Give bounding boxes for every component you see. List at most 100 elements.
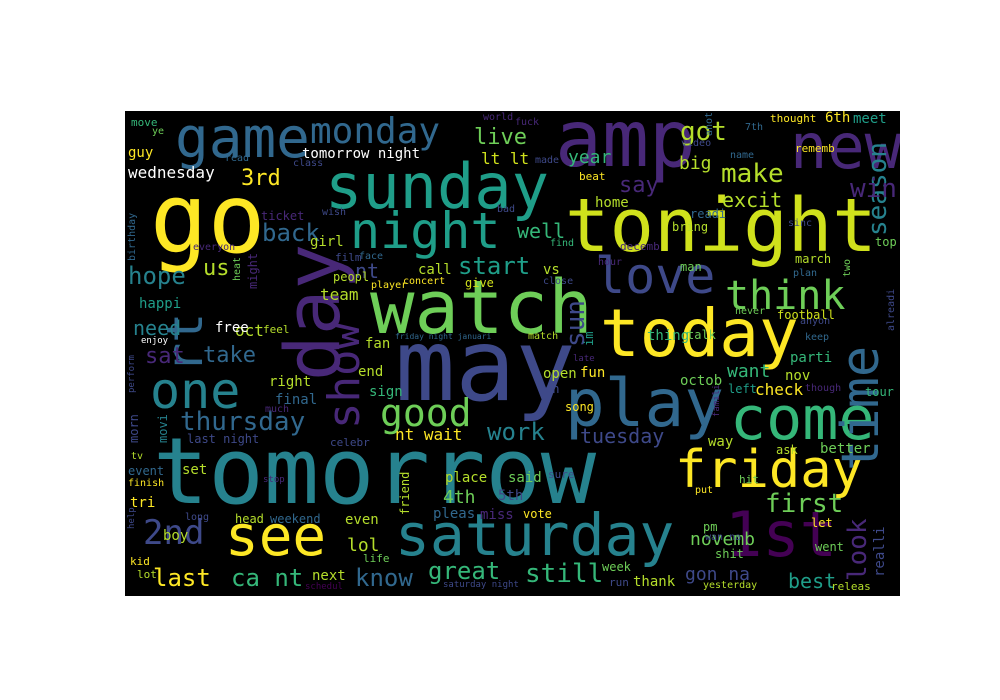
word-sign: sign xyxy=(369,384,403,400)
word-thank: thank xyxy=(633,574,676,590)
word-yesterday: yesterday xyxy=(703,580,758,591)
word-even: even xyxy=(345,512,379,528)
word-match: match xyxy=(528,331,559,342)
word-top: top xyxy=(875,235,897,249)
word-player: player xyxy=(371,280,408,291)
word-man: man xyxy=(680,260,702,274)
word-night: night xyxy=(350,202,501,260)
word-anyon: anyon xyxy=(800,316,831,327)
word-big: big xyxy=(679,153,712,174)
word-free: free xyxy=(215,320,249,336)
word-head: head xyxy=(235,512,264,526)
word-game: game xyxy=(175,111,310,171)
word-see: see xyxy=(225,504,327,569)
word-open: open xyxy=(543,366,577,382)
word-said: said xyxy=(508,470,542,486)
word-though: though xyxy=(805,383,842,394)
word-wednesday: wednesday xyxy=(128,163,215,182)
word-pm: pm xyxy=(703,520,718,534)
word-live: live xyxy=(474,125,527,150)
word-event: event xyxy=(128,464,165,478)
word-7th: 7th xyxy=(745,122,764,133)
word-tonight: tonight xyxy=(565,183,877,269)
word-vote: vote xyxy=(523,507,552,521)
word-still: still xyxy=(525,559,604,589)
word-go: go xyxy=(150,163,266,275)
word-shit: shit xyxy=(715,547,744,561)
word-realli: realli xyxy=(872,526,888,577)
word-find: find xyxy=(550,238,575,249)
word-sinc: sinc xyxy=(788,218,813,229)
word-look: look xyxy=(843,518,873,581)
word-releas: releas xyxy=(831,580,871,593)
word-make: make xyxy=(721,159,784,189)
word-everyon: everyon xyxy=(193,242,236,253)
word-girl: girl xyxy=(310,234,344,250)
word-sunday: sunday xyxy=(325,150,549,223)
word-next: next xyxy=(312,568,346,584)
word-5th: 5th xyxy=(498,488,524,504)
word-last: last xyxy=(153,564,211,592)
word-guy: guy xyxy=(128,145,154,161)
word-come: come xyxy=(730,384,875,454)
word-put: put xyxy=(695,485,714,496)
word-run: run xyxy=(609,576,629,589)
word-thing: thing xyxy=(647,328,690,344)
word-sat: sat xyxy=(145,344,185,369)
word-set: set xyxy=(182,462,208,478)
word-say: say xyxy=(619,173,659,198)
word-friend: friend xyxy=(398,471,412,515)
word-nt: nt xyxy=(355,259,380,283)
word-famili: famili xyxy=(712,384,722,417)
word-right: right xyxy=(269,374,312,390)
word-football: football xyxy=(777,308,835,322)
word-decemb: decemb xyxy=(620,240,660,253)
word-went: went xyxy=(815,540,844,554)
word-us: us xyxy=(203,256,230,281)
word-week: week xyxy=(602,560,631,574)
word-got: got xyxy=(680,117,727,147)
word-meet: meet xyxy=(853,111,887,127)
word-thought: thought xyxy=(770,112,817,125)
word-happi: happi xyxy=(139,296,182,312)
word-name: name xyxy=(730,150,755,161)
word-give: give xyxy=(465,276,494,290)
word-lot: lot xyxy=(137,568,157,581)
word-tri: tri xyxy=(130,495,156,511)
word-schedul: schedul xyxy=(305,582,343,592)
word-great: great xyxy=(428,557,501,585)
word-work: work xyxy=(487,418,545,446)
word-love: love xyxy=(595,247,716,305)
word-best: best xyxy=(788,569,837,593)
word-heat: heat xyxy=(232,256,243,281)
word-better: better xyxy=(820,441,871,457)
word-monday: monday xyxy=(310,111,441,152)
word-year: year xyxy=(568,147,612,168)
word-im: im xyxy=(582,331,596,346)
word-tuesday: tuesday xyxy=(580,424,665,448)
word-6th: 6th xyxy=(825,111,851,126)
word-stop: stop xyxy=(263,475,285,485)
word-move: move xyxy=(131,116,158,129)
word-left: left xyxy=(728,382,757,396)
word-want: want xyxy=(727,361,771,382)
word-class: class xyxy=(293,158,324,169)
word-check: check xyxy=(755,380,804,399)
word-much: much xyxy=(265,404,290,415)
word-first: first xyxy=(765,489,844,519)
word-hope: hope xyxy=(128,262,186,290)
word-start: start xyxy=(458,252,531,280)
word-back: back xyxy=(262,219,320,247)
word-think: think xyxy=(725,273,846,319)
word-lt-lt: lt lt xyxy=(481,149,530,168)
word-anoth: anoth xyxy=(704,111,715,136)
word-tv: tv xyxy=(131,451,144,462)
word-watch: watch xyxy=(370,265,593,351)
word-need: need xyxy=(133,316,182,340)
word-know: know xyxy=(355,564,413,592)
word-life: life xyxy=(363,552,390,565)
word-help: help xyxy=(127,507,137,529)
word-thursday: thursday xyxy=(180,407,306,437)
word-hour: hour xyxy=(598,257,623,268)
word-vs: vs xyxy=(543,262,560,278)
